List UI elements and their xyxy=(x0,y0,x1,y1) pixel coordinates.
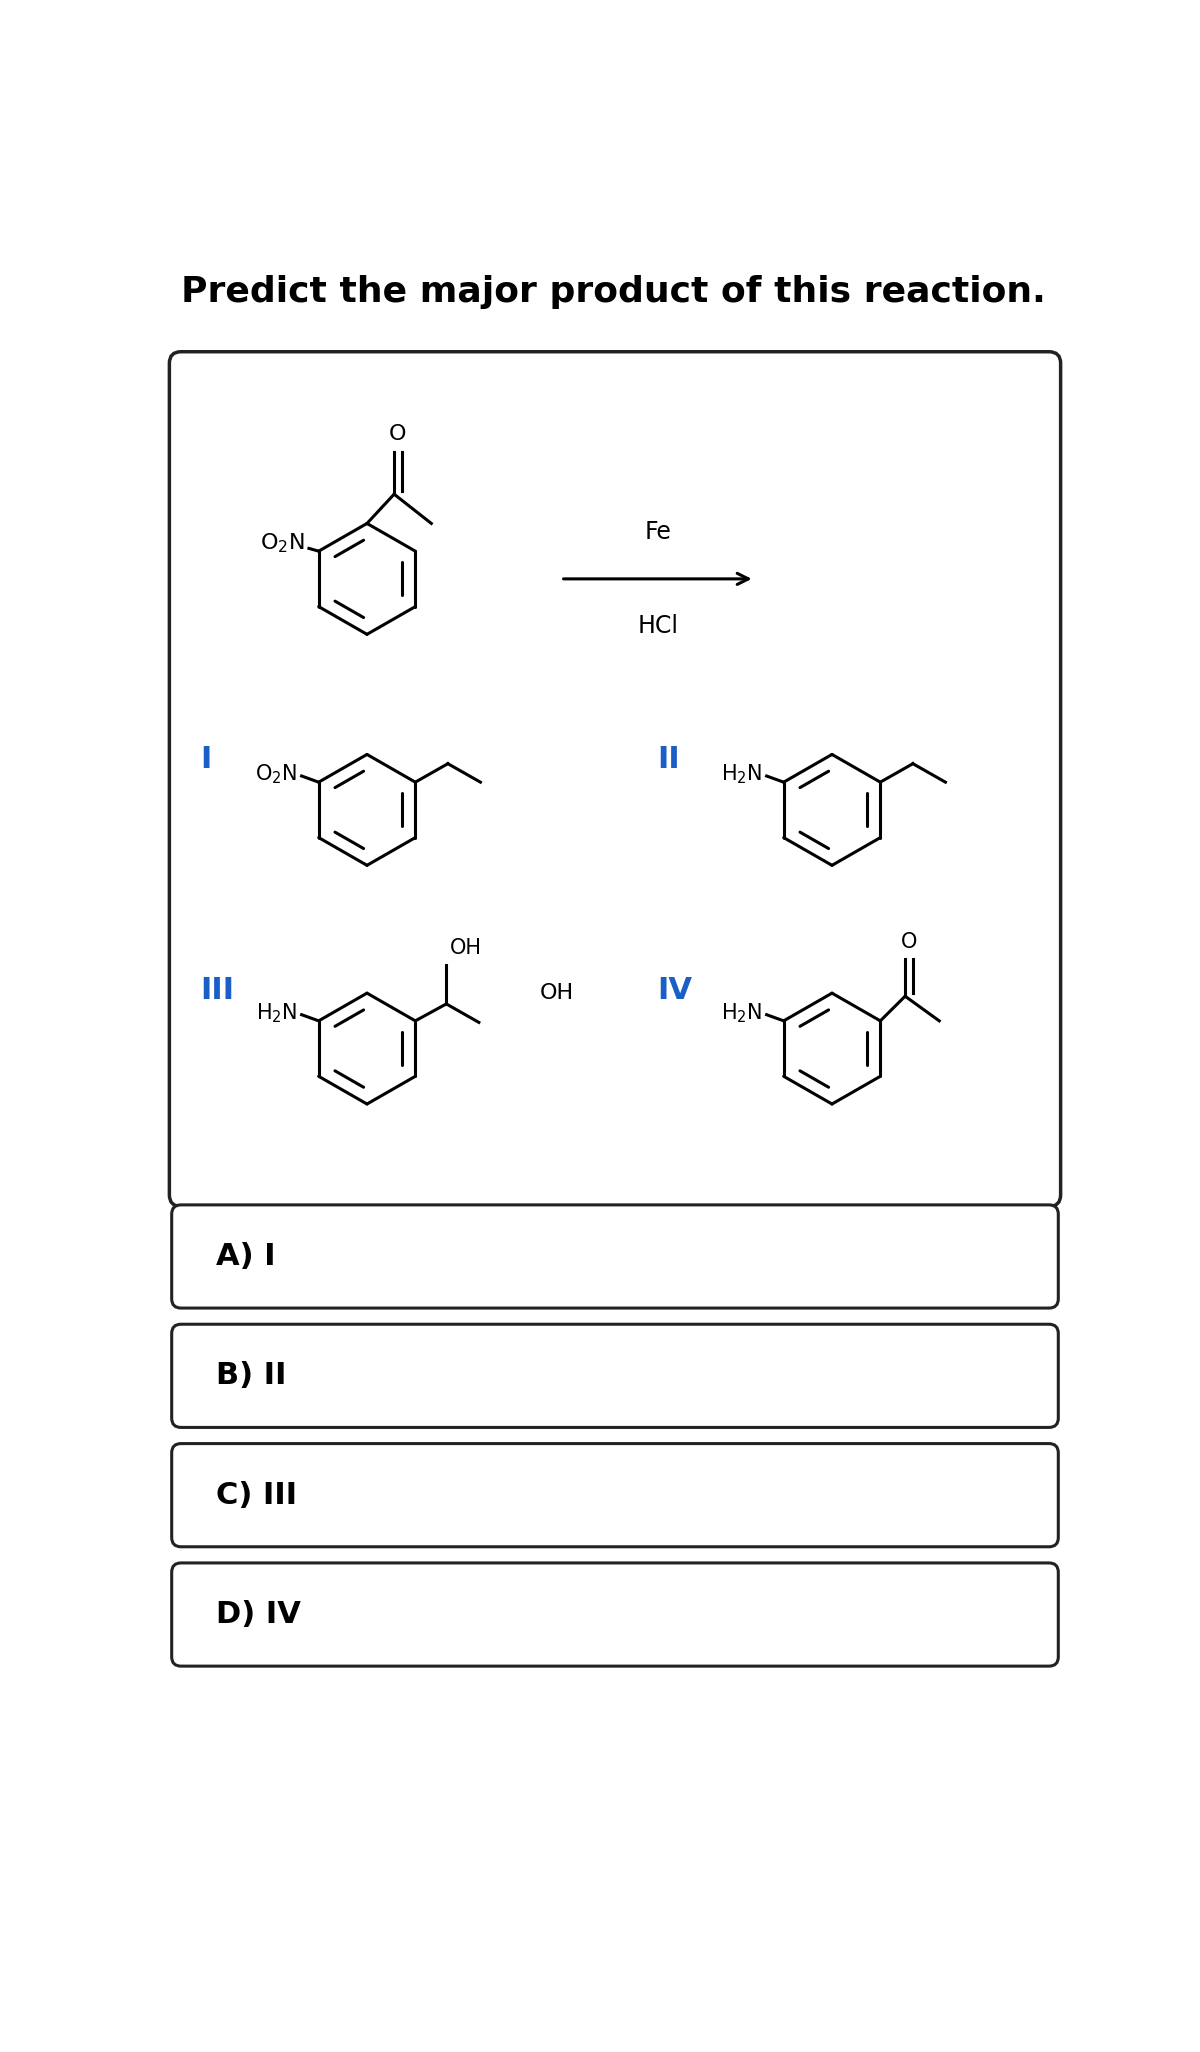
FancyBboxPatch shape xyxy=(172,1445,1058,1547)
Text: III: III xyxy=(200,977,234,1005)
Text: O: O xyxy=(389,425,407,443)
FancyBboxPatch shape xyxy=(169,351,1061,1207)
Text: B) II: B) II xyxy=(216,1360,287,1391)
FancyBboxPatch shape xyxy=(172,1564,1058,1666)
Text: OH: OH xyxy=(540,983,574,1003)
Text: H$_2$N: H$_2$N xyxy=(721,1001,762,1024)
Text: H$_2$N: H$_2$N xyxy=(721,763,762,786)
Text: C) III: C) III xyxy=(216,1482,298,1510)
FancyBboxPatch shape xyxy=(172,1205,1058,1307)
Text: H$_2$N: H$_2$N xyxy=(256,1001,296,1024)
Text: I: I xyxy=(200,745,211,774)
Text: II: II xyxy=(658,745,680,774)
Text: D) IV: D) IV xyxy=(216,1601,301,1629)
FancyBboxPatch shape xyxy=(172,1324,1058,1428)
Text: HCl: HCl xyxy=(637,614,678,638)
Text: Predict the major product of this reaction.: Predict the major product of this reacti… xyxy=(181,275,1045,308)
Text: O: O xyxy=(901,932,917,952)
Text: IV: IV xyxy=(658,977,692,1005)
Text: O$_2$N: O$_2$N xyxy=(260,531,305,556)
Text: Fe: Fe xyxy=(644,521,671,544)
Text: OH: OH xyxy=(450,938,482,958)
Text: A) I: A) I xyxy=(216,1241,276,1270)
Text: O$_2$N: O$_2$N xyxy=(254,763,296,786)
